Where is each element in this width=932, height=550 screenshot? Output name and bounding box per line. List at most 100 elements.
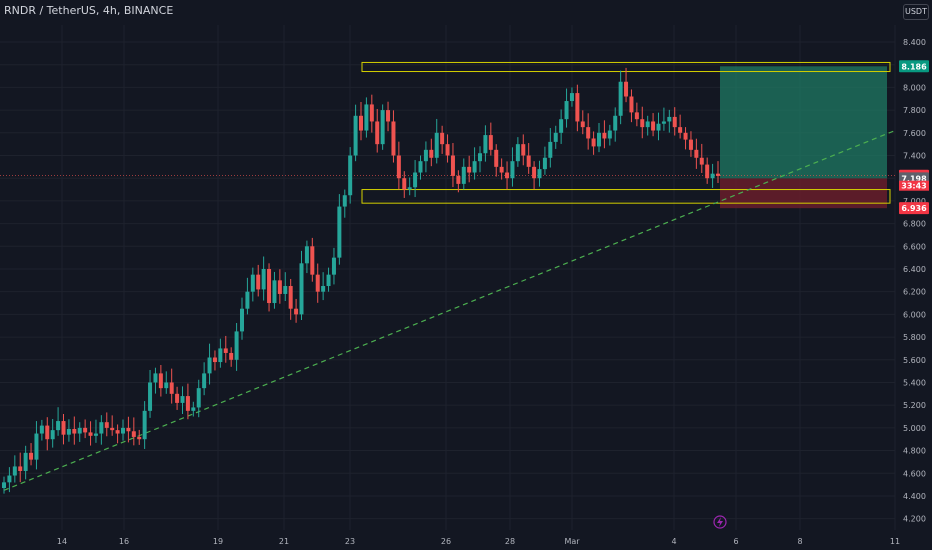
trendline-path [3,129,896,491]
candle [472,147,477,180]
candle-body [629,96,634,113]
candle [456,170,461,193]
candle-body [591,138,596,147]
candle [407,177,412,196]
candle-body [526,155,531,167]
candle [515,137,520,167]
candle-body [61,421,66,435]
candle-body [342,195,347,207]
candle [634,102,639,127]
candle [45,417,50,451]
candle-body [532,166,537,179]
candle [429,138,434,167]
trendline[interactable] [3,129,896,491]
candle [202,362,207,396]
candle-body [34,433,39,460]
candle [321,272,326,301]
candle-body [656,123,661,131]
candle [369,94,374,133]
candle [180,386,185,415]
candle-body [618,81,623,116]
candle-body [494,149,499,167]
candle-body [640,119,645,128]
candle-body [651,121,656,131]
candle-body [423,149,428,162]
stop-zone [720,178,887,209]
candle-body [180,396,185,403]
candle-body [450,155,455,176]
candle-body [126,427,131,432]
candle [645,115,650,136]
candle [618,70,623,125]
candle-body [407,187,412,190]
zone-box [361,189,891,204]
candle [434,118,439,164]
candle-body [185,396,190,411]
candle [337,194,342,265]
price-label-box [899,60,929,73]
candle [613,107,618,142]
y-tick-label: 4.600 [903,469,926,478]
candle-body [256,274,261,290]
candle [169,368,174,404]
candle-body [580,121,585,128]
candle [348,147,353,204]
candle [548,128,553,168]
time-axis[interactable]: 14 16 19 21 23 26 28 Mar 4 6 8 11 [57,537,900,546]
lightning-icon[interactable] [713,515,727,529]
candle-body [586,127,591,139]
candle [261,256,266,301]
candle-body [223,348,228,353]
candle [56,407,61,436]
candle [110,415,115,436]
candle-body [337,206,342,258]
candle [212,350,217,371]
y-tick-label: 5.200 [903,401,926,410]
candle [131,417,136,446]
price-label-text: 6.936 [901,204,927,213]
x-tick-label: 14 [57,537,67,546]
y-tick-label: 5.800 [903,333,926,342]
candle-body [321,286,326,292]
candle [121,419,125,441]
candle [445,134,450,163]
candle [72,416,77,445]
candle-body [440,132,445,145]
candle-body [272,280,277,304]
candle [175,386,180,410]
price-label-text: 8.186 [901,62,927,71]
y-tick-label: 7.400 [903,152,926,161]
countdown-box [899,180,929,191]
currency-button[interactable]: USDT [903,4,929,20]
candle [526,143,531,174]
candle-body [607,130,612,139]
candle-body [699,157,704,165]
candle [672,107,677,136]
candle-body [104,422,109,428]
candle-body [391,121,396,156]
candle [207,343,212,385]
candle-body [678,127,683,133]
candle-body [83,427,88,433]
candle-body [245,291,250,309]
y-tick-label: 7.000 [903,197,926,206]
candle [375,108,380,153]
x-tick-label: 26 [441,537,451,546]
candle [18,452,23,483]
price-axis[interactable]: 4.200 4.400 4.600 4.800 5.000 5.200 5.400 5.600… [903,38,926,524]
candle-body [602,132,607,139]
y-tick-label: 8.400 [903,38,926,47]
candle-body [553,132,558,142]
candle-body [478,153,482,162]
candle [115,424,120,444]
candle [164,371,169,394]
candle [326,267,331,292]
candle-body [240,308,244,332]
candle-body [505,172,510,179]
candle [2,476,6,494]
candle [250,267,255,302]
candle-body [445,144,450,156]
candle [688,131,693,157]
candle [288,278,293,320]
